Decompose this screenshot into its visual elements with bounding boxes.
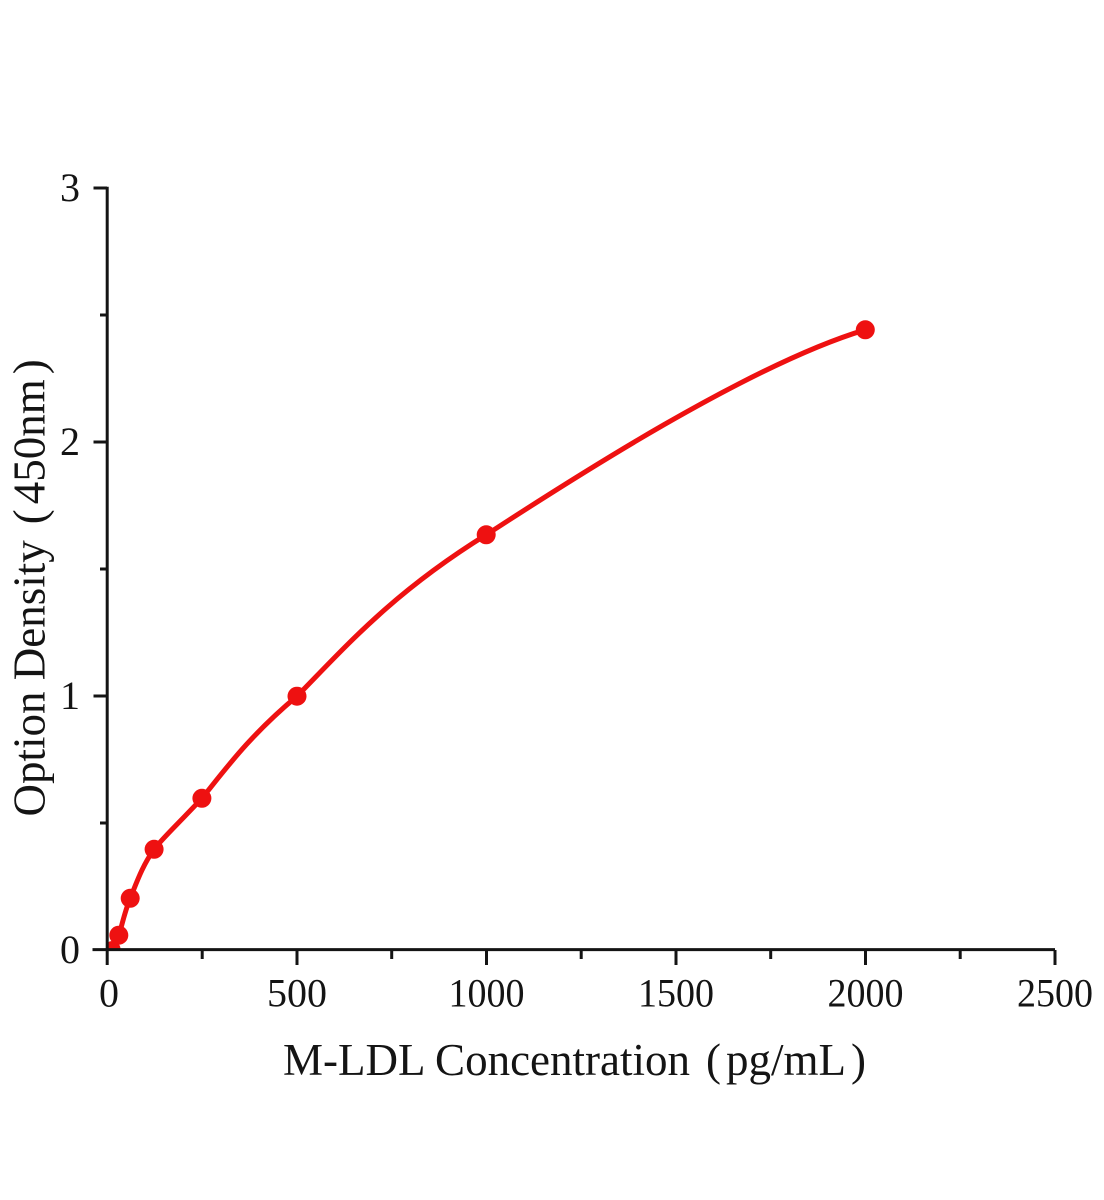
svg-text:1000: 1000 bbox=[449, 971, 525, 1016]
svg-text:M-LDL Concentration(pg/mL): M-LDL Concentration(pg/mL) bbox=[283, 1035, 866, 1085]
svg-text:1: 1 bbox=[60, 673, 80, 718]
svg-text:0: 0 bbox=[60, 927, 80, 972]
svg-text:Option Density(450nm): Option Density(450nm) bbox=[5, 359, 55, 816]
svg-text:0: 0 bbox=[99, 971, 119, 1016]
svg-text:2: 2 bbox=[60, 419, 80, 464]
svg-text:2000: 2000 bbox=[828, 971, 904, 1016]
svg-text:2500: 2500 bbox=[1017, 971, 1093, 1016]
svg-text:500: 500 bbox=[267, 971, 327, 1016]
svg-text:1500: 1500 bbox=[638, 971, 714, 1016]
svg-text:3: 3 bbox=[60, 165, 80, 210]
